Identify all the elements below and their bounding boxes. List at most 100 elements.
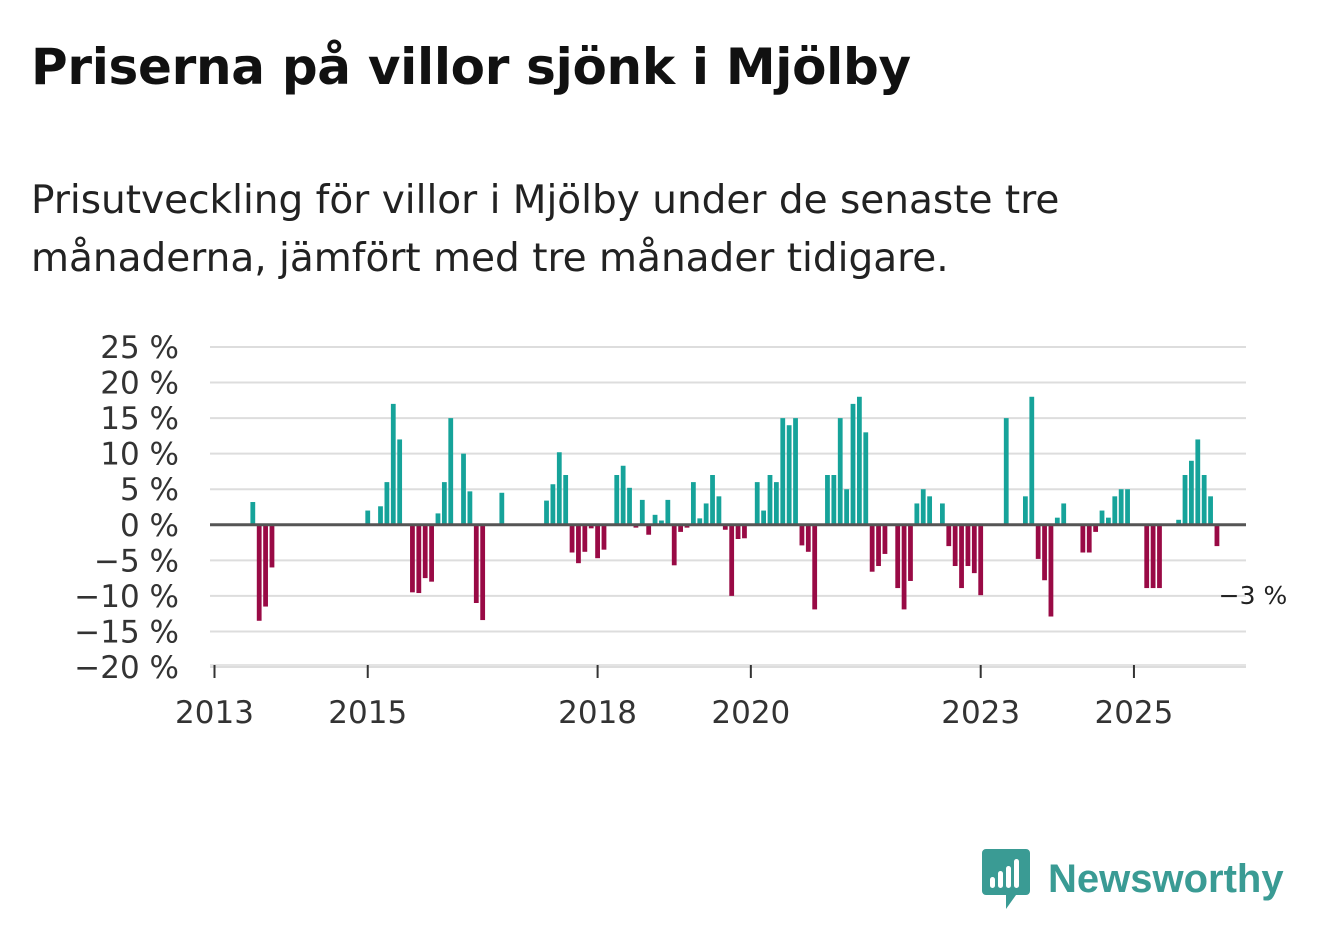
bar — [1106, 517, 1111, 525]
brand-name: Newsworthy — [1048, 856, 1284, 901]
bar — [946, 524, 952, 547]
bar — [735, 524, 741, 539]
bar — [742, 524, 747, 539]
bar — [1125, 489, 1130, 525]
bar — [467, 491, 473, 525]
x-tick-label: 2018 — [558, 695, 637, 731]
bar — [978, 524, 984, 596]
bar — [831, 475, 837, 525]
bar — [901, 524, 907, 610]
y-axis-ticks: 25 %20 %15 %10 %5 %0 %−5 %−10 %−15 %−20 … — [74, 330, 179, 686]
bar — [722, 524, 728, 530]
bar — [1201, 475, 1207, 525]
bar — [1112, 496, 1118, 525]
bar — [671, 524, 677, 566]
bar — [1029, 396, 1035, 525]
bar — [1093, 524, 1099, 532]
bar — [1048, 524, 1054, 617]
bar — [576, 524, 581, 564]
x-tick-label: 2015 — [328, 695, 407, 731]
bar — [435, 513, 441, 525]
y-tick-label: 10 % — [100, 437, 179, 473]
bar — [1144, 524, 1150, 589]
bar — [1054, 517, 1060, 525]
bar — [754, 482, 760, 525]
bar — [1118, 489, 1124, 525]
bar — [678, 524, 683, 532]
chart-subtitle: Prisutveckling för villor i Mjölby under… — [31, 178, 1060, 281]
bar — [863, 432, 869, 525]
bar — [920, 489, 926, 525]
bar — [556, 452, 562, 525]
newsworthy-logo-icon — [982, 849, 1030, 909]
bar — [1080, 524, 1086, 553]
bar — [627, 487, 632, 525]
annotation-label: −3 % — [1219, 581, 1288, 610]
y-tick-label: 0 % — [120, 508, 179, 544]
bar — [844, 489, 850, 525]
y-tick-label: −10 % — [74, 579, 179, 615]
y-tick-label: 15 % — [100, 401, 179, 437]
bar — [773, 482, 779, 525]
bar — [422, 524, 428, 579]
bar — [250, 502, 256, 525]
bar — [378, 506, 383, 525]
bar — [1003, 418, 1009, 525]
bar — [410, 524, 415, 593]
bar — [620, 465, 626, 525]
bar — [825, 475, 830, 525]
bar — [595, 524, 600, 559]
bar — [365, 510, 371, 525]
y-tick-label: 25 % — [100, 330, 179, 366]
bar — [263, 524, 268, 607]
x-tick-label: 2025 — [1094, 695, 1173, 731]
bar-series — [250, 396, 1220, 621]
bar — [384, 482, 390, 525]
bar — [1023, 496, 1028, 525]
x-tick-label: 2023 — [941, 695, 1020, 731]
bar — [461, 453, 466, 525]
bar — [269, 524, 275, 568]
bar — [544, 500, 549, 525]
bar — [390, 403, 396, 525]
bar — [710, 475, 715, 525]
bar — [1086, 524, 1092, 553]
chart-title: Priserna på villor sjönk i Mjölby — [31, 38, 911, 96]
bar — [1035, 524, 1041, 559]
bar — [1176, 519, 1182, 525]
bar — [569, 524, 575, 553]
bar — [601, 524, 607, 550]
bar — [1099, 510, 1105, 525]
bar — [582, 524, 588, 552]
bar — [850, 403, 856, 525]
grid-lines — [210, 346, 1246, 668]
bar — [690, 482, 696, 525]
bar — [665, 499, 671, 525]
bar — [761, 510, 767, 525]
x-axis: 2013 2015 2018 2020 2023 2025 — [175, 664, 1246, 731]
bar — [959, 524, 964, 589]
bar — [448, 418, 454, 525]
bar — [927, 496, 933, 525]
bar — [799, 524, 805, 546]
bar — [441, 482, 447, 525]
bar — [882, 524, 888, 554]
bar — [256, 524, 262, 621]
y-tick-label: 5 % — [120, 472, 179, 508]
bar — [895, 524, 901, 589]
bar — [914, 503, 920, 525]
bar — [780, 418, 786, 525]
bar — [812, 524, 818, 610]
bar — [473, 524, 479, 603]
bar — [1208, 496, 1213, 525]
bar — [1182, 475, 1188, 525]
bar — [646, 524, 652, 535]
bar — [1157, 524, 1162, 589]
bar — [793, 418, 798, 525]
bar — [1214, 524, 1220, 547]
bar — [767, 475, 773, 525]
bar — [856, 396, 862, 525]
bar — [588, 524, 594, 529]
y-tick-label: −5 % — [94, 543, 179, 579]
bar — [429, 524, 434, 582]
